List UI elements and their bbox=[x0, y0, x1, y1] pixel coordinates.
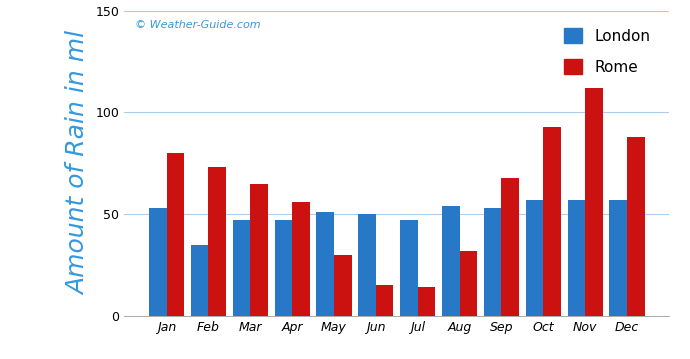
Bar bbox=[484, 208, 502, 316]
Bar bbox=[567, 200, 585, 316]
Legend: London, Rome: London, Rome bbox=[558, 22, 656, 81]
Bar bbox=[442, 206, 460, 316]
Bar bbox=[208, 167, 226, 316]
Bar bbox=[334, 255, 351, 316]
Bar bbox=[275, 220, 292, 316]
Bar bbox=[460, 251, 477, 316]
Bar bbox=[417, 288, 435, 316]
Bar bbox=[627, 137, 644, 316]
Bar bbox=[191, 245, 208, 316]
Bar bbox=[358, 214, 376, 316]
Bar bbox=[543, 127, 561, 316]
Bar bbox=[400, 220, 417, 316]
Bar bbox=[526, 200, 543, 316]
Bar bbox=[250, 184, 268, 316]
Bar bbox=[502, 178, 519, 316]
Bar bbox=[166, 153, 184, 316]
Bar bbox=[585, 88, 602, 316]
Y-axis label: Amount of Rain in ml: Amount of Rain in ml bbox=[66, 31, 90, 295]
Bar bbox=[292, 202, 310, 316]
Text: © Weather-Guide.com: © Weather-Guide.com bbox=[135, 20, 261, 30]
Bar bbox=[149, 208, 166, 316]
Bar bbox=[233, 220, 250, 316]
Bar bbox=[376, 285, 393, 316]
Bar bbox=[317, 212, 334, 316]
Bar bbox=[609, 200, 627, 316]
